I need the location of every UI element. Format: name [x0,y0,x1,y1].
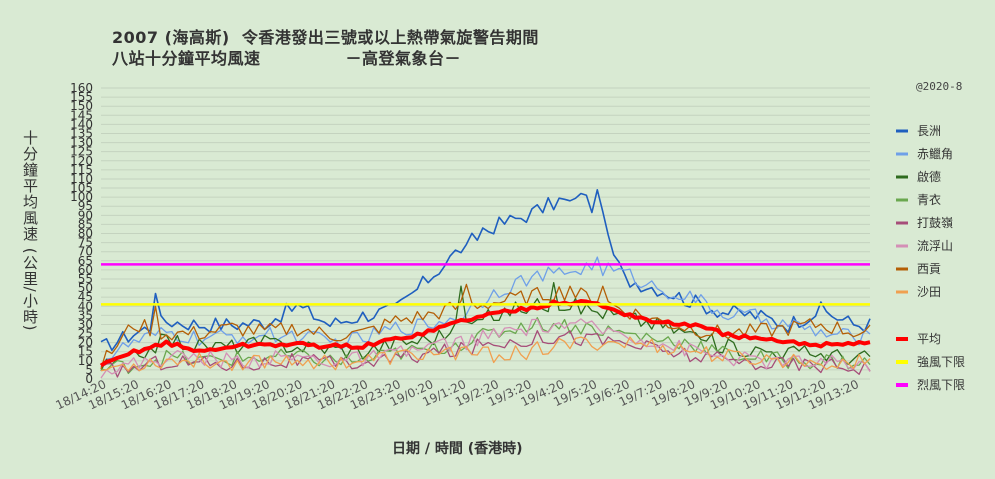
series-line [100,317,871,375]
legend-label: 長洲 [917,124,941,138]
y-tick-label: 15 [78,345,93,359]
y-tick-label: 20 [78,336,93,350]
y-tick-label: 155 [70,90,93,104]
y-tick-label: 150 [70,99,93,113]
chart-subtitle: 八站十分鐘平均風速 －高登氣象台－ [112,49,461,68]
y-tick-label: 5 [85,363,93,377]
x-ticks: 18/14:2018/15:2018/16:2018/17:2018/18:20… [53,377,860,412]
series-line [100,189,871,352]
legend-label: 青衣 [917,192,941,207]
y-tick-label: 30 [78,317,93,331]
y-tick-label: 105 [70,181,93,195]
y-tick-label: 35 [78,308,93,322]
legend-label: 西貢 [917,262,941,276]
y-tick-label: 95 [78,199,93,213]
series-line [100,283,871,370]
y-tick-label: 110 [70,172,93,186]
y-tick-label: 55 [78,272,93,286]
date-note: @2020-8 [916,80,963,93]
y-tick-label: 160 [70,81,93,95]
y-axis-label: 十分鐘平均風速 (公里/小時) [21,130,39,332]
y-tick-label: 75 [78,236,93,250]
y-tick-label: 140 [70,117,93,131]
y-tick-label: 0 [85,372,93,386]
y-tick-label: 125 [70,145,93,159]
y-tick-label: 100 [70,190,93,204]
y-tick-label: 50 [78,281,93,295]
legend-label: 沙田 [917,285,941,299]
legend-label: 平均 [917,332,941,346]
x-axis-label: 日期 / 時間 (香港時) [392,441,523,457]
y-ticks: 0510152025303540455055606570758085909510… [70,81,93,386]
legend-label: 流浮山 [917,239,953,253]
y-tick-label: 10 [78,354,93,368]
y-tick-label: 80 [78,227,93,241]
chart-title: 2007 (海高斯) 令香港發出三號或以上熱帶氣旋警告期間 [112,28,539,47]
y-tick-label: 115 [70,163,93,177]
legend-label: 打鼓嶺 [917,216,953,230]
y-tick-label: 45 [78,290,93,304]
y-tick-label: 60 [78,263,93,277]
y-tick-label: 130 [70,136,93,150]
series-line [100,330,871,378]
y-tick-label: 145 [70,108,93,122]
y-tick-label: 40 [78,299,93,313]
y-tick-label: 90 [78,208,93,222]
series-line [99,299,871,368]
legend-label: 烈風下限 [917,378,965,392]
legend-label: 啟德 [917,169,941,184]
y-tick-label: 120 [70,154,93,168]
y-tick-label: 65 [78,254,93,268]
series-lines [99,189,871,379]
y-tick-label: 85 [78,217,93,231]
legend-label: 強風下限 [917,355,965,369]
series-line [100,336,871,372]
y-tick-label: 25 [78,327,93,341]
y-tick-label: 70 [78,245,93,259]
y-tick-label: 135 [70,126,93,140]
legend-label: 赤鱲角 [917,147,953,161]
